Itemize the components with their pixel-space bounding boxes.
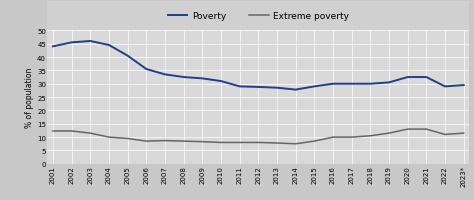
Extreme poverty: [293, 143, 299, 145]
Extreme poverty: [311, 140, 317, 143]
Extreme poverty: [50, 130, 56, 133]
Poverty: [125, 55, 130, 58]
Extreme poverty: [181, 140, 186, 143]
Poverty: [349, 83, 355, 85]
Poverty: [293, 89, 299, 91]
Extreme poverty: [200, 141, 205, 143]
Extreme poverty: [274, 142, 280, 144]
Extreme poverty: [330, 136, 336, 139]
Poverty: [367, 83, 373, 85]
Extreme poverty: [218, 142, 224, 144]
Poverty: [405, 76, 410, 79]
Poverty: [330, 83, 336, 85]
Extreme poverty: [125, 138, 130, 140]
Poverty: [144, 68, 149, 71]
Extreme poverty: [386, 132, 392, 135]
Poverty: [162, 74, 168, 76]
Extreme poverty: [349, 136, 355, 139]
Extreme poverty: [144, 140, 149, 143]
Poverty: [461, 84, 466, 87]
Poverty: [106, 45, 112, 47]
Poverty: [442, 86, 448, 88]
Poverty: [181, 76, 186, 79]
Line: Poverty: Poverty: [53, 42, 464, 90]
Y-axis label: % of population: % of population: [25, 68, 34, 128]
Extreme poverty: [367, 135, 373, 137]
Extreme poverty: [405, 128, 410, 131]
Poverty: [237, 86, 243, 88]
Poverty: [50, 46, 56, 48]
Extreme poverty: [423, 128, 429, 131]
Poverty: [69, 42, 74, 44]
Extreme poverty: [255, 142, 261, 144]
Legend: Poverty, Extreme poverty: Poverty, Extreme poverty: [164, 9, 353, 25]
Extreme poverty: [106, 136, 112, 139]
Poverty: [88, 41, 93, 43]
Extreme poverty: [442, 134, 448, 136]
Poverty: [386, 82, 392, 84]
Poverty: [255, 86, 261, 89]
Poverty: [200, 78, 205, 80]
Line: Extreme poverty: Extreme poverty: [53, 129, 464, 144]
Poverty: [274, 87, 280, 89]
Extreme poverty: [237, 142, 243, 144]
Extreme poverty: [461, 132, 466, 135]
Extreme poverty: [162, 140, 168, 142]
Poverty: [423, 76, 429, 79]
Poverty: [311, 86, 317, 88]
Extreme poverty: [69, 130, 74, 133]
Extreme poverty: [88, 132, 93, 135]
Poverty: [218, 80, 224, 83]
